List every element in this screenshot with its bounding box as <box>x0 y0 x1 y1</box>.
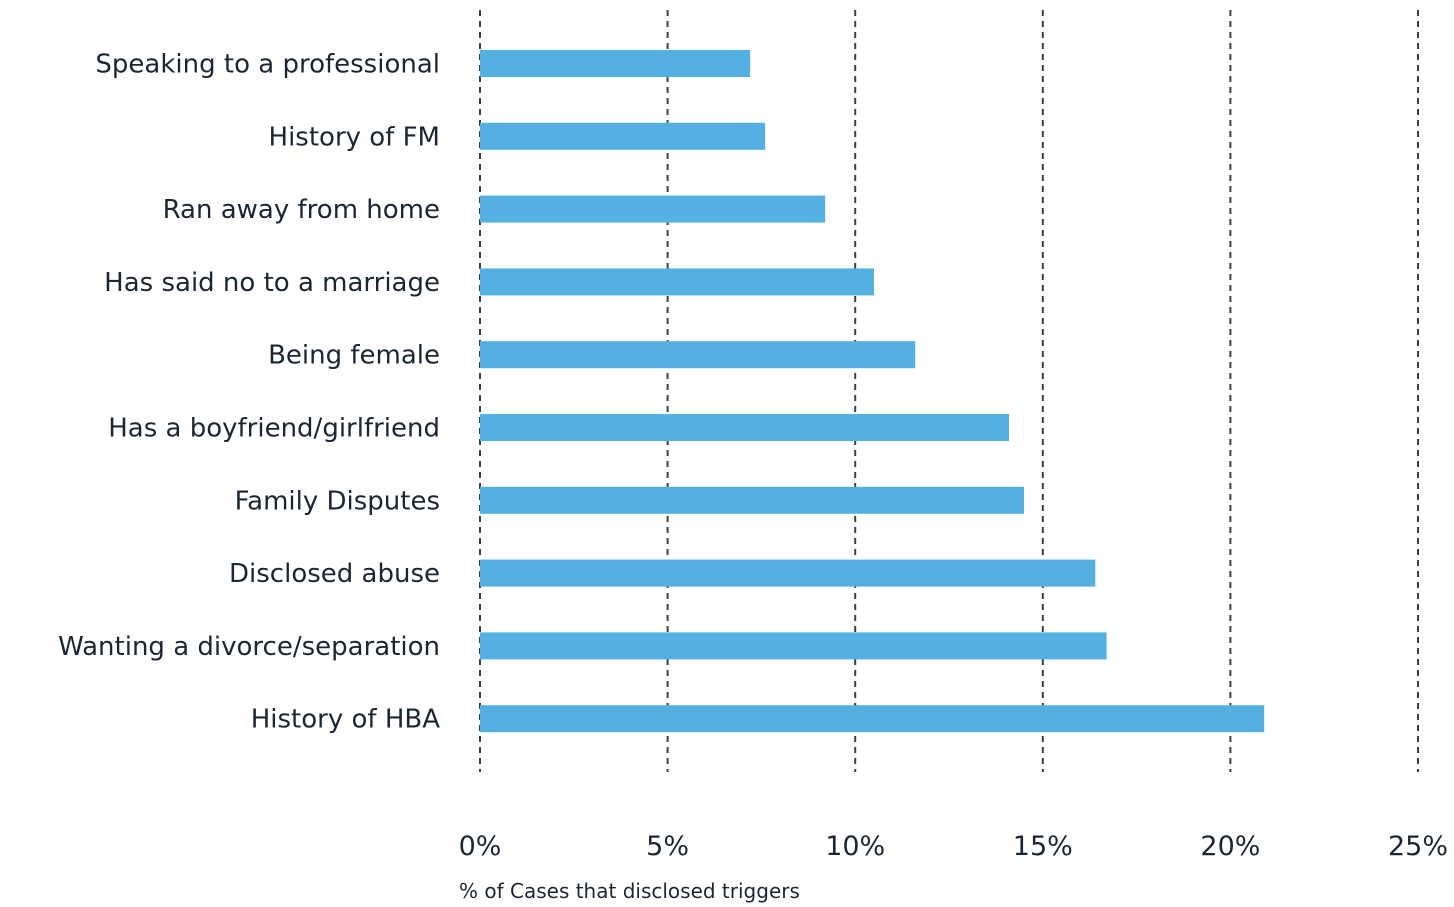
bar <box>480 486 1025 514</box>
x-tick-label: 5% <box>646 831 689 862</box>
category-label: Speaking to a professional <box>95 50 440 80</box>
category-label: Ran away from home <box>163 195 440 225</box>
x-tick-label: 0% <box>459 831 502 862</box>
category-label: Family Disputes <box>235 486 440 516</box>
category-label: History of HBA <box>251 705 440 735</box>
bar <box>480 559 1096 587</box>
bar <box>480 414 1010 441</box>
bar <box>480 50 751 77</box>
x-tick-label: 10% <box>825 831 885 862</box>
x-tick-labels: 0% 5% 10% 15% 20% 25% <box>459 831 1448 862</box>
x-tick-label: 15% <box>1013 831 1073 862</box>
bar <box>480 195 826 223</box>
category-label: History of FM <box>269 122 440 152</box>
bars <box>480 50 1265 733</box>
category-labels: Speaking to a professional History of FM R… <box>58 50 440 735</box>
category-label: Has said no to a marriage <box>104 268 440 298</box>
category-label: Being female <box>268 341 440 371</box>
bar <box>480 341 916 369</box>
bar <box>480 632 1107 660</box>
bar <box>480 122 766 150</box>
category-label: Disclosed abuse <box>229 559 440 589</box>
x-tick-label: 20% <box>1200 831 1260 862</box>
x-tick-label: 25% <box>1388 831 1448 862</box>
bar <box>480 705 1265 733</box>
category-label: Has a boyfriend/girlfriend <box>108 414 440 444</box>
x-axis-title: % of Cases that disclosed triggers <box>459 879 800 903</box>
bar <box>480 268 874 296</box>
category-label: Wanting a divorce/separation <box>58 632 440 662</box>
